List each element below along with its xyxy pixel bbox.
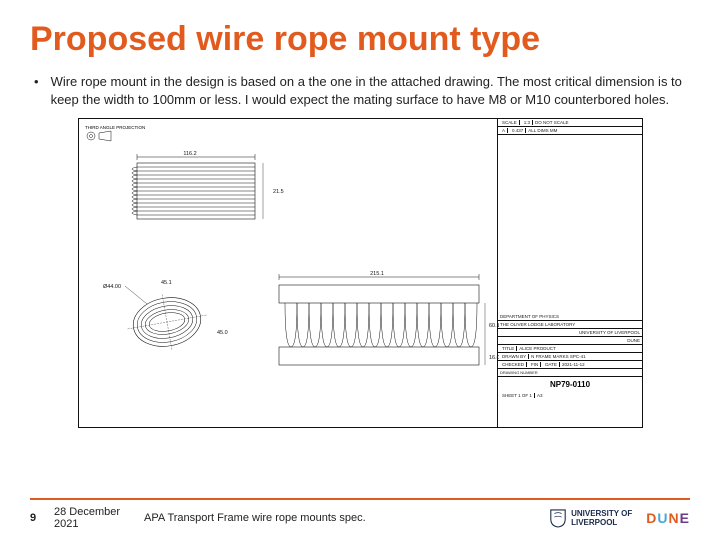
tb-title-label: TITLE bbox=[500, 346, 517, 351]
slide: Proposed wire rope mount type • Wire rop… bbox=[0, 0, 720, 540]
loop-view: Ø44.00 45.1 45.0 bbox=[97, 274, 247, 364]
footer-row: 9 28 December 2021 APA Transport Frame w… bbox=[30, 506, 690, 530]
projection-label: THIRD ANGLE PROJECTION bbox=[85, 125, 145, 130]
tb-date-row: CHECKED FIN DATE 2021-11-12 bbox=[498, 361, 642, 369]
tb-checked-label: CHECKED bbox=[500, 362, 527, 367]
bullet-text: Wire rope mount in the design is based o… bbox=[51, 73, 690, 108]
footer-doc-title: APA Transport Frame wire rope mounts spe… bbox=[144, 512, 549, 524]
tb-drawn-row: DRAWN BY N FRAME MARKS SPC-41 bbox=[498, 353, 642, 361]
top-coil-view: 116.2 21.5 bbox=[115, 149, 315, 259]
footer-logos: UNIVERSITY OF LIVERPOOL DUNE bbox=[549, 508, 690, 528]
slide-title: Proposed wire rope mount type bbox=[30, 20, 690, 59]
tb-date-label: DATE bbox=[543, 362, 560, 367]
dim-side-len: 215.1 bbox=[370, 271, 384, 277]
dim-top-side: 21.5 bbox=[273, 189, 284, 195]
liverpool-text-1: UNIVERSITY OF bbox=[571, 509, 632, 518]
tb-uni: UNIVERSITY OF LIVERPOOL bbox=[498, 329, 642, 337]
bullet-marker: • bbox=[34, 73, 39, 108]
footer-divider bbox=[30, 498, 690, 500]
tb-scale-label: SCALE bbox=[500, 120, 520, 125]
tb-title-row: TITLE ALICE PRODUCT bbox=[498, 345, 642, 353]
dune-d: D bbox=[646, 510, 657, 526]
dim-loop-ang: 45.1 bbox=[161, 280, 172, 286]
dim-loop-h: 45.0 bbox=[217, 330, 228, 336]
page-number: 9 bbox=[30, 512, 54, 524]
tb-tol-val: 0.437 bbox=[510, 128, 526, 133]
slide-footer: 9 28 December 2021 APA Transport Frame w… bbox=[0, 498, 720, 530]
tb-drawn: N FRAME MARKS SPC-41 bbox=[531, 354, 586, 359]
tb-tol-label: A bbox=[500, 128, 508, 133]
tb-project: DUNE bbox=[498, 337, 642, 345]
liverpool-logo: UNIVERSITY OF LIVERPOOL bbox=[549, 508, 632, 528]
liverpool-text-2: LIVERPOOL bbox=[571, 518, 632, 527]
dune-e: E bbox=[680, 510, 690, 526]
projection-symbol: THIRD ANGLE PROJECTION bbox=[85, 125, 145, 142]
tb-part-title: ALICE PRODUCT bbox=[519, 346, 556, 351]
tb-drawn-label: DRAWN BY bbox=[500, 354, 529, 359]
shield-icon bbox=[549, 508, 567, 528]
tb-dwg-no: NP79-0110 bbox=[498, 377, 642, 392]
tb-row-tol: A 0.437 ALL DIMS MM bbox=[498, 127, 642, 135]
tb-dwg-label: DRAWING NUMBER bbox=[498, 369, 642, 377]
side-coil-view: 215.1 60.1 16.0 bbox=[269, 269, 499, 399]
tb-date: 2021-11-12 bbox=[562, 362, 585, 367]
tb-fin-label: FIN bbox=[529, 362, 541, 367]
tb-addr: THE OLIVER LODGE LABORATORY bbox=[498, 321, 642, 329]
projection-icon bbox=[85, 130, 115, 142]
dune-n: N bbox=[669, 510, 680, 526]
tb-sheet-row: SHEET 1 OF 1 A3 bbox=[498, 392, 642, 399]
tb-scale-val: 1:3 bbox=[522, 120, 533, 125]
tb-size: A3 bbox=[537, 393, 543, 398]
drawing-title-block: SCALE 1:3 DO NOT SCALE A 0.437 ALL DIMS … bbox=[497, 119, 642, 427]
dim-loop-dia: Ø44.00 bbox=[103, 284, 121, 290]
tb-sheet: SHEET 1 OF 1 bbox=[500, 393, 535, 398]
dune-logo: DUNE bbox=[646, 510, 690, 526]
dune-u: U bbox=[657, 510, 668, 526]
tb-dims-mm: ALL DIMS MM bbox=[528, 128, 557, 133]
footer-date: 28 December 2021 bbox=[54, 506, 144, 530]
tb-row-scale: SCALE 1:3 DO NOT SCALE bbox=[498, 119, 642, 127]
tb-noscale: DO NOT SCALE bbox=[535, 120, 568, 125]
tb-dept: DEPARTMENT OF PHYSICS bbox=[498, 313, 642, 321]
engineering-drawing: THIRD ANGLE PROJECTION 116.2 bbox=[78, 118, 643, 428]
dim-top-width: 116.2 bbox=[183, 151, 196, 157]
bullet-item: • Wire rope mount in the design is based… bbox=[30, 73, 690, 108]
